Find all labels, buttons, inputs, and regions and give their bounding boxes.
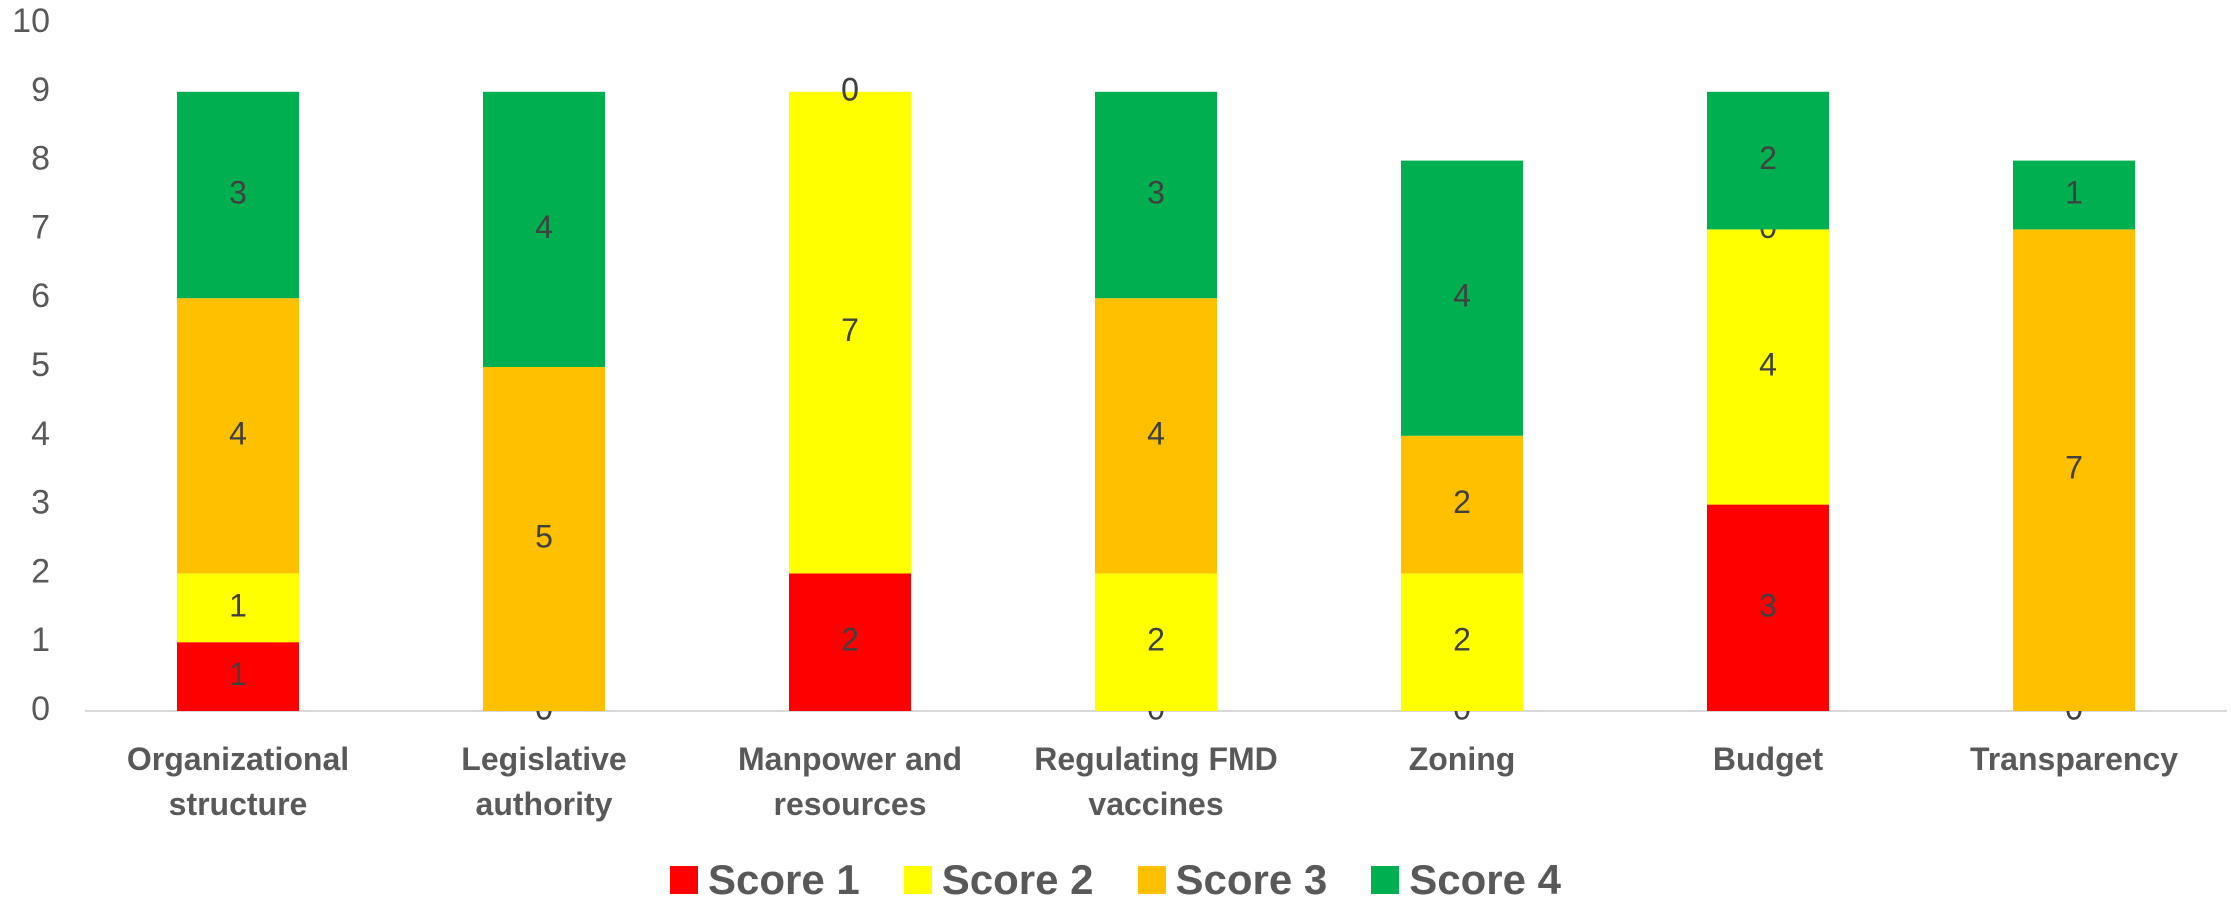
y-tick-label: 6 (31, 277, 50, 315)
data-label: 4 (229, 415, 247, 451)
y-tick-label: 5 (31, 346, 50, 384)
data-label: 2 (1147, 622, 1165, 658)
x-tick-label: Manpower and resources (737, 741, 962, 822)
bar-segment (789, 91, 911, 574)
data-label: 7 (2065, 450, 2083, 486)
x-tick-label: Zoning (1408, 741, 1516, 777)
x-tick-label: Regulating FMD vaccines (1034, 741, 1278, 822)
y-tick-label: 3 (31, 484, 50, 522)
bar-segment (177, 642, 299, 711)
data-label: 2 (1759, 140, 1777, 176)
x-tick-label: Transparency (1969, 741, 2179, 777)
legend-swatch (903, 866, 932, 894)
legend-item: Score 3 (1137, 856, 1328, 902)
y-tick-label: 8 (31, 140, 50, 178)
data-label: 7 (841, 312, 859, 348)
bar-segment (1401, 435, 1523, 574)
y-tick-label: 10 (12, 2, 50, 40)
legend-swatch (1137, 866, 1166, 894)
y-tick-label: 1 (31, 621, 50, 659)
y-tick-label: 4 (31, 415, 50, 453)
legend: Score 1 Score 2 Score 3 Score 4 (0, 856, 2231, 902)
bar-segment (177, 298, 299, 574)
legend-item: Score 4 (1371, 856, 1561, 902)
bar-segment (1095, 91, 1217, 299)
bar-segment (177, 573, 299, 643)
legend-item: Score 2 (903, 856, 1094, 902)
x-tick-label: Legislative authority (461, 741, 627, 822)
data-label: 1 (2065, 174, 2083, 210)
bar-segment (2013, 160, 2135, 230)
bar-segment (177, 91, 299, 299)
data-label: 2 (841, 622, 859, 658)
data-label: 2 (1453, 484, 1471, 520)
x-tick-label: Organizational structure (126, 741, 350, 822)
bar-segment (1095, 298, 1217, 574)
legend-item: Score 1 (669, 856, 860, 902)
legend-label: Score 2 (941, 856, 1094, 902)
bar-segment (1707, 229, 1829, 505)
y-tick-label: 0 (31, 690, 50, 728)
bar-segment (1707, 91, 1829, 230)
bar-segment (1095, 573, 1217, 711)
data-label: 5 (535, 518, 553, 554)
legend-label: Score 1 (707, 856, 860, 902)
legend-label: Score 4 (1409, 856, 1562, 902)
data-label: 3 (1759, 587, 1777, 623)
y-tick-label: 7 (31, 208, 50, 246)
data-label: 4 (1453, 278, 1471, 314)
data-label: 1 (229, 656, 247, 692)
y-tick-label: 9 (31, 71, 50, 109)
bar-segment (1401, 160, 1523, 436)
data-label: 4 (535, 209, 553, 245)
legend-swatch (669, 866, 698, 894)
data-label: 0 (841, 71, 859, 107)
data-label: 4 (1759, 346, 1777, 382)
y-tick-label: 2 (31, 552, 50, 590)
bar-segment (1707, 504, 1829, 711)
bar-segment (1401, 573, 1523, 711)
data-label: 3 (1147, 174, 1165, 210)
data-label: 2 (1453, 622, 1471, 658)
data-label: 0 (841, 71, 859, 107)
data-label: 3 (229, 174, 247, 210)
x-tick-label: Budget (1712, 741, 1824, 777)
bar-segment (483, 91, 605, 368)
data-label: 4 (1147, 415, 1165, 451)
bar-segment (483, 367, 605, 711)
legend-swatch (1371, 866, 1400, 894)
legend-label: Score 3 (1175, 856, 1328, 902)
data-label: 1 (229, 587, 247, 623)
bar-segment (2013, 229, 2135, 711)
bar-segment (789, 573, 911, 711)
